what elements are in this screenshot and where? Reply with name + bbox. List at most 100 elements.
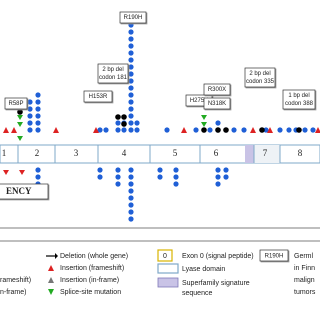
legend-text: n-frame)	[0, 289, 26, 296]
mutation-dot	[128, 57, 134, 63]
mutation-label: codon 335	[246, 79, 275, 85]
mutation-dot	[157, 167, 163, 173]
legend-text: Exon 0 (signal peptide)	[182, 253, 254, 260]
exon-label: 7	[263, 148, 268, 158]
lyase-box	[157, 263, 179, 274]
mutation-dot	[35, 99, 41, 105]
mutation-dot	[27, 113, 33, 119]
mutation-dot	[97, 127, 103, 133]
mutation-dot	[134, 127, 140, 133]
insertion-frameshift-icon	[48, 265, 54, 271]
exon-labels: 1 2 3 4 5 6 7 8	[2, 148, 303, 158]
black-marker	[259, 127, 265, 133]
mutation-dot	[164, 127, 170, 133]
mutation-dot	[128, 209, 134, 215]
mutation-box	[282, 89, 316, 110]
splice-icon	[48, 289, 54, 295]
mutation-dot	[35, 127, 41, 133]
mutation-dot	[128, 113, 134, 119]
splice-marker	[3, 170, 9, 175]
black-marker	[215, 127, 221, 133]
mutation-dot	[286, 127, 292, 133]
mutation-dot	[128, 64, 134, 70]
black-marker	[115, 114, 121, 120]
exon-dividers	[17, 145, 281, 163]
mutation-dot	[103, 127, 109, 133]
mutation-dot	[128, 167, 134, 173]
insertion-marker	[93, 127, 99, 133]
black-marker	[201, 127, 207, 133]
mutation-label: 1 bp del	[288, 93, 309, 99]
legend-text: tumors	[294, 289, 316, 296]
mutation-dot	[27, 127, 33, 133]
legend-text: Lyase domain	[182, 266, 225, 273]
black-marker	[121, 114, 127, 120]
signature-box	[157, 277, 179, 288]
mutation-dot	[35, 113, 41, 119]
insertion-marker	[181, 127, 187, 133]
mutation-dots	[3, 22, 320, 222]
gene-bar	[0, 144, 320, 164]
mutation-box	[203, 83, 231, 96]
mutation-dot	[115, 181, 121, 187]
mutation-label: codon 388	[285, 101, 314, 107]
mutation-dot	[173, 174, 179, 180]
mutation-label: R58P	[8, 101, 23, 107]
mutation-label: 2 bp del	[249, 71, 270, 77]
mutation-dot	[128, 22, 134, 28]
mutation-dot	[128, 36, 134, 42]
mutation-dot	[207, 127, 213, 133]
mutation-dot	[35, 120, 41, 126]
exon-label: 6	[214, 148, 219, 158]
mutation-box	[203, 97, 231, 110]
mutation-dot	[97, 174, 103, 180]
deletion-icon	[55, 253, 58, 259]
mutation-dot	[241, 127, 247, 133]
mutation-dot	[115, 174, 121, 180]
mutation-box	[244, 67, 276, 88]
mutation-dot	[173, 181, 179, 187]
black-marker	[223, 127, 229, 133]
black-marker	[296, 127, 302, 133]
splice-marker	[17, 136, 23, 141]
mutation-dot	[215, 174, 221, 180]
mutation-dot	[231, 127, 237, 133]
mutation-dot	[35, 106, 41, 112]
mutation-label: N318K	[208, 101, 226, 107]
mutation-dot	[97, 167, 103, 173]
mutation-label: H275Y	[190, 98, 208, 104]
legend-text: Insertion (frameshift)	[60, 265, 124, 272]
legend-text: Deletion (whole gene)	[60, 253, 128, 260]
mutation-dot	[157, 174, 163, 180]
mutation-box	[83, 90, 113, 103]
splice-marker	[17, 115, 23, 120]
black-marker	[121, 121, 127, 127]
mutation-label: 2 bp del	[102, 67, 123, 73]
insertion-marker	[3, 127, 9, 133]
insertion-marker	[53, 127, 59, 133]
mutation-dot	[173, 167, 179, 173]
panel-label: ENCY	[6, 186, 32, 196]
splice-marker	[19, 170, 25, 175]
insertion-marker	[250, 127, 256, 133]
mutation-label: H153R	[89, 94, 108, 100]
legend-text: Superfamily signature	[182, 280, 250, 287]
insertion-marker	[315, 127, 320, 133]
black-marker	[17, 109, 23, 115]
example-box	[259, 249, 289, 262]
mutation-dot	[302, 127, 308, 133]
mutation-dot	[128, 85, 134, 91]
mutation-dot	[35, 92, 41, 98]
mutation-dot	[215, 167, 221, 173]
mutation-dot	[115, 127, 121, 133]
mutation-dot	[277, 127, 283, 133]
mutation-dot	[27, 120, 33, 126]
splice-marker	[201, 115, 207, 120]
insertion-inframe-icon	[48, 277, 54, 283]
splice-marker	[201, 122, 207, 127]
mutation-dot	[128, 188, 134, 194]
mutation-dot	[128, 181, 134, 187]
legend-text: malign	[294, 277, 315, 284]
exon-label: 5	[173, 148, 178, 158]
